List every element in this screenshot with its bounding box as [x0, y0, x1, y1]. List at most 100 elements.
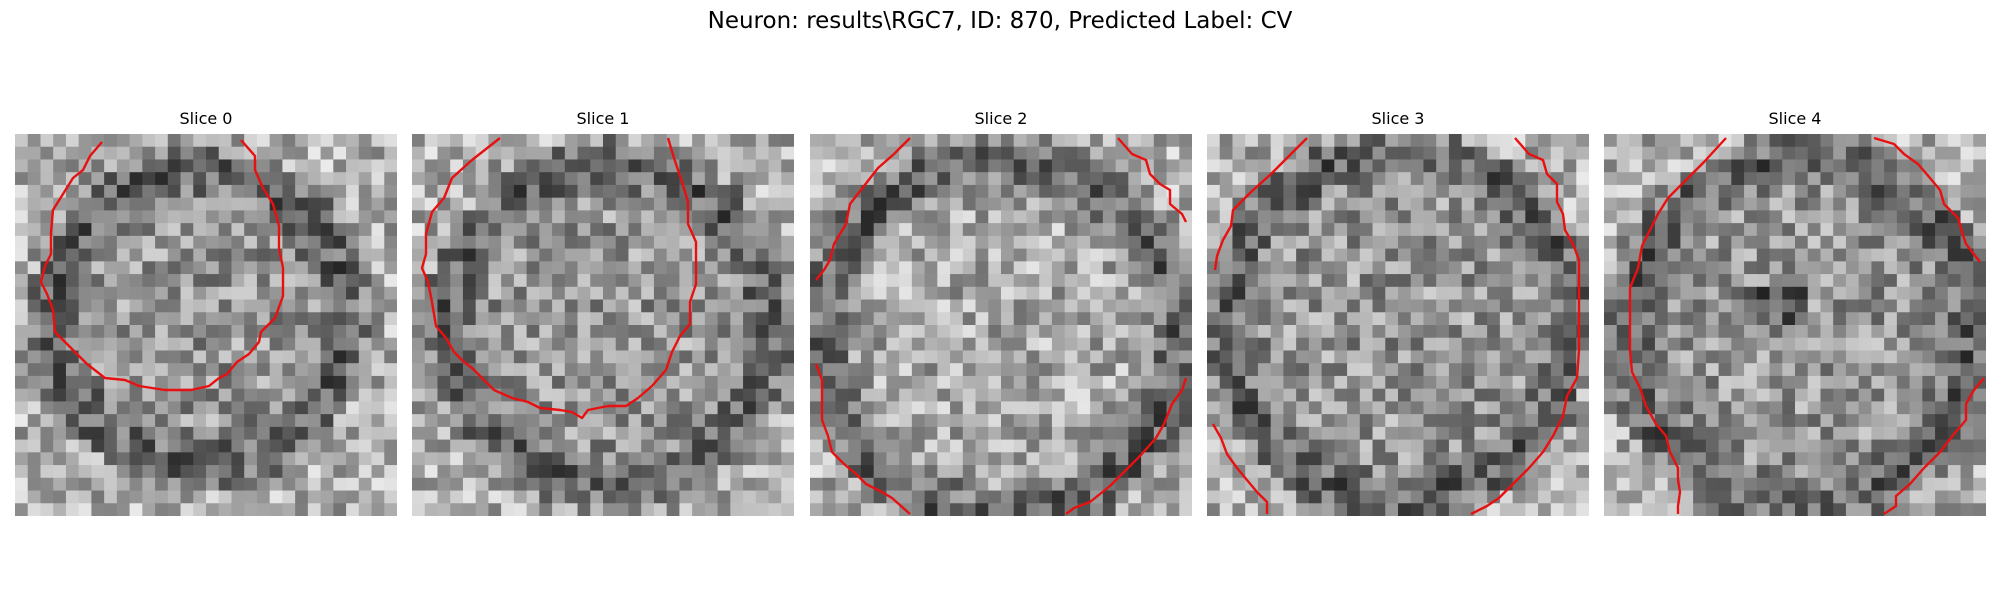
image-pixel: [1820, 350, 1834, 364]
image-pixel: [65, 503, 80, 516]
image-pixel: [193, 337, 207, 352]
image-pixel: [40, 465, 54, 479]
image-pixel: [911, 184, 926, 199]
image-pixel: [539, 274, 553, 288]
image-pixel: [717, 184, 731, 199]
image-pixel: [104, 261, 118, 275]
image-pixel: [1102, 184, 1117, 199]
image-pixel: [1795, 235, 1809, 250]
image-pixel: [1372, 146, 1386, 161]
image-pixel: [282, 401, 296, 415]
image-pixel: [346, 337, 360, 352]
image-pixel: [810, 197, 824, 211]
image-pixel: [1718, 426, 1732, 441]
image-pixel: [1563, 337, 1577, 352]
image-pixel: [873, 274, 887, 288]
image-pixel: [704, 312, 719, 326]
image-pixel: [1270, 439, 1284, 453]
image-pixel: [1896, 465, 1911, 479]
image-pixel: [104, 465, 118, 479]
image-pixel: [743, 477, 757, 492]
image-pixel: [552, 490, 566, 504]
image-pixel: [1245, 490, 1259, 504]
image-pixel: [679, 146, 693, 161]
image-pixel: [1090, 375, 1104, 390]
image-pixel: [65, 414, 80, 428]
image-pixel: [462, 350, 477, 364]
image-pixel: [1922, 388, 1936, 402]
image-pixel: [27, 325, 42, 339]
image-pixel: [1013, 350, 1028, 364]
image-pixel: [1385, 503, 1399, 516]
image-pixel: [269, 503, 283, 516]
image-pixel: [1947, 223, 1962, 237]
image-pixel: [924, 439, 938, 453]
image-pixel: [1769, 274, 1783, 288]
image-pixel: [1347, 477, 1361, 492]
image-pixel: [129, 477, 143, 492]
image-pixel: [781, 414, 794, 428]
image-pixel: [1321, 146, 1335, 161]
image-pixel: [1820, 261, 1834, 275]
image-pixel: [1718, 325, 1732, 339]
image-pixel: [269, 235, 283, 250]
image-pixel: [358, 465, 373, 479]
image-pixel: [1270, 350, 1284, 364]
image-pixel: [142, 146, 156, 161]
image-pixel: [437, 350, 451, 364]
image-pixel: [615, 312, 630, 326]
image-pixel: [1525, 299, 1539, 313]
image-pixel: [358, 197, 373, 211]
image-pixel: [1166, 503, 1180, 516]
image-pixel: [1616, 274, 1631, 288]
image-pixel: [1718, 299, 1732, 313]
image-pixel: [1461, 312, 1475, 326]
image-pixel: [1102, 197, 1117, 211]
image-pixel: [899, 337, 913, 352]
image-pixel: [564, 159, 579, 173]
image-pixel: [577, 325, 591, 339]
image-pixel: [475, 477, 489, 492]
image-pixel: [129, 184, 143, 199]
image-pixel: [615, 172, 630, 186]
image-pixel: [1935, 197, 1949, 211]
image-pixel: [1232, 312, 1246, 326]
image-pixel: [1833, 350, 1847, 364]
image-pixel: [1296, 312, 1310, 326]
image-pixel: [488, 210, 502, 224]
image-pixel: [218, 350, 233, 364]
image-pixel: [526, 452, 540, 466]
image-pixel: [937, 172, 951, 186]
image-pixel: [231, 337, 245, 352]
image-pixel: [104, 401, 118, 415]
image-pixel: [1884, 414, 1898, 428]
image-pixel: [1616, 477, 1631, 492]
image-pixel: [371, 261, 385, 275]
image-pixel: [1115, 414, 1129, 428]
image-pixel: [1667, 401, 1681, 415]
image-pixel: [1845, 490, 1860, 504]
image-pixel: [142, 350, 156, 364]
image-pixel: [1947, 388, 1962, 402]
image-pixel: [603, 134, 617, 148]
image-pixel: [424, 439, 439, 453]
image-pixel: [1077, 350, 1091, 364]
image-pixel: [358, 159, 373, 173]
image-pixel: [810, 388, 824, 402]
image-pixel: [450, 261, 464, 275]
image-pixel: [1296, 465, 1310, 479]
image-pixel: [15, 363, 29, 377]
image-pixel: [1219, 426, 1234, 441]
image-pixel: [1219, 146, 1234, 161]
image-pixel: [320, 426, 334, 441]
image-pixel: [822, 414, 837, 428]
image-pixel: [679, 235, 693, 250]
image-pixel: [475, 223, 489, 237]
image-pixel: [1935, 134, 1949, 148]
image-pixel: [886, 465, 900, 479]
image-pixel: [1845, 337, 1860, 352]
image-pixel: [1756, 261, 1771, 275]
image-pixel: [1257, 299, 1272, 313]
image-pixel: [384, 312, 397, 326]
image-pixel: [1922, 312, 1936, 326]
